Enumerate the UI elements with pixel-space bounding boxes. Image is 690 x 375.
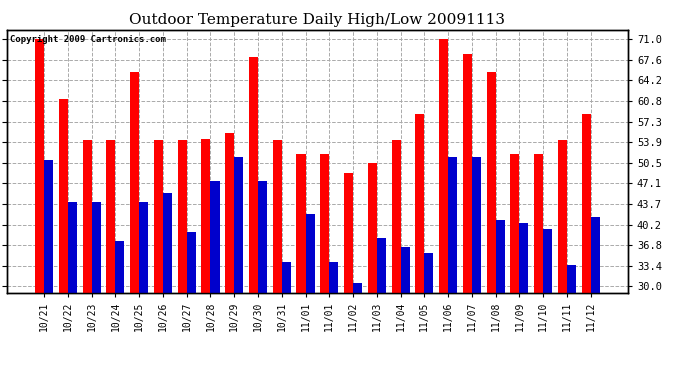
Bar xyxy=(59,99,68,375)
Bar xyxy=(344,173,353,375)
Bar xyxy=(534,154,543,375)
Bar xyxy=(567,266,576,375)
Bar xyxy=(225,133,234,375)
Bar xyxy=(35,39,44,375)
Bar xyxy=(448,157,457,375)
Bar xyxy=(210,181,219,375)
Bar xyxy=(495,220,504,375)
Bar xyxy=(201,139,210,375)
Bar xyxy=(139,202,148,375)
Bar xyxy=(511,154,520,375)
Bar xyxy=(234,157,244,375)
Bar xyxy=(68,202,77,375)
Bar xyxy=(472,157,481,375)
Bar xyxy=(83,140,92,375)
Bar xyxy=(486,72,495,375)
Bar xyxy=(130,72,139,375)
Text: Copyright 2009 Cartronics.com: Copyright 2009 Cartronics.com xyxy=(10,35,166,44)
Bar xyxy=(401,247,410,375)
Bar xyxy=(187,232,196,375)
Bar xyxy=(582,114,591,375)
Bar xyxy=(115,241,124,375)
Bar xyxy=(439,39,448,375)
Bar xyxy=(163,193,172,375)
Bar xyxy=(258,181,267,375)
Bar xyxy=(424,253,433,375)
Title: Outdoor Temperature Daily High/Low 20091113: Outdoor Temperature Daily High/Low 20091… xyxy=(130,13,505,27)
Bar xyxy=(92,202,101,375)
Bar xyxy=(249,57,258,375)
Bar xyxy=(44,160,53,375)
Bar xyxy=(415,114,424,375)
Bar xyxy=(178,140,187,375)
Bar xyxy=(297,154,306,375)
Bar xyxy=(368,163,377,375)
Bar xyxy=(391,140,401,375)
Bar xyxy=(377,238,386,375)
Bar xyxy=(543,229,552,375)
Bar xyxy=(154,140,163,375)
Bar xyxy=(591,217,600,375)
Bar xyxy=(106,140,115,375)
Bar xyxy=(320,154,329,375)
Bar xyxy=(282,262,290,375)
Bar xyxy=(353,284,362,375)
Bar xyxy=(463,54,472,375)
Bar xyxy=(329,262,338,375)
Bar xyxy=(558,140,567,375)
Bar xyxy=(520,223,529,375)
Bar xyxy=(273,140,282,375)
Bar xyxy=(306,214,315,375)
